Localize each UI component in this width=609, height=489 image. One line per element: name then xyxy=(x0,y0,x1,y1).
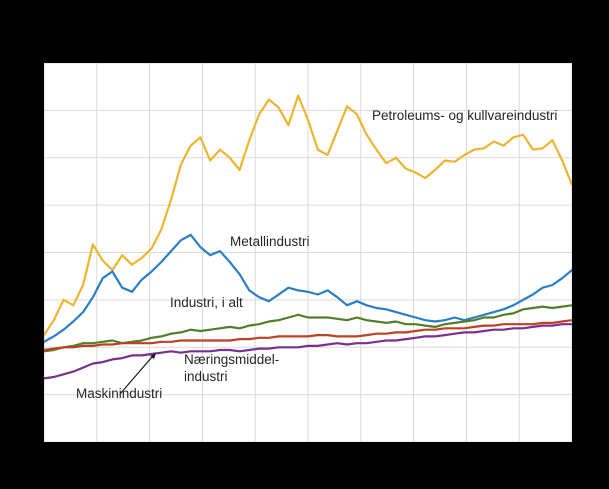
plot-area: Petroleums- og kullvareindustri Metallin… xyxy=(44,63,572,442)
line-chart-canvas xyxy=(44,63,572,442)
label-naeringsmiddelindustri: Næringsmiddel- industri xyxy=(184,351,279,385)
label-industri-i-alt: Industri, i alt xyxy=(170,295,243,310)
label-naeringsmiddel-line1: Næringsmiddel- xyxy=(184,352,280,367)
series-line-maskinindustri xyxy=(44,323,572,380)
maskinindustri-arrow xyxy=(119,353,156,395)
series-line-naeringsmiddelindustri xyxy=(44,319,572,352)
label-naeringsmiddel-line2: industri xyxy=(184,369,228,384)
label-petroleums-og-kullvareindustri: Petroleums- og kullvareindustri xyxy=(372,108,558,123)
chart-series xyxy=(44,94,572,380)
gridlines xyxy=(44,63,572,442)
series-line-industri-i-alt xyxy=(44,304,572,353)
series-line-metallindustri xyxy=(44,233,572,343)
label-metallindustri: Metallindustri xyxy=(230,234,310,249)
series-line-petroleums-og-kullvareindustri xyxy=(44,94,572,337)
label-maskinindustri: Maskinindustri xyxy=(76,386,163,401)
